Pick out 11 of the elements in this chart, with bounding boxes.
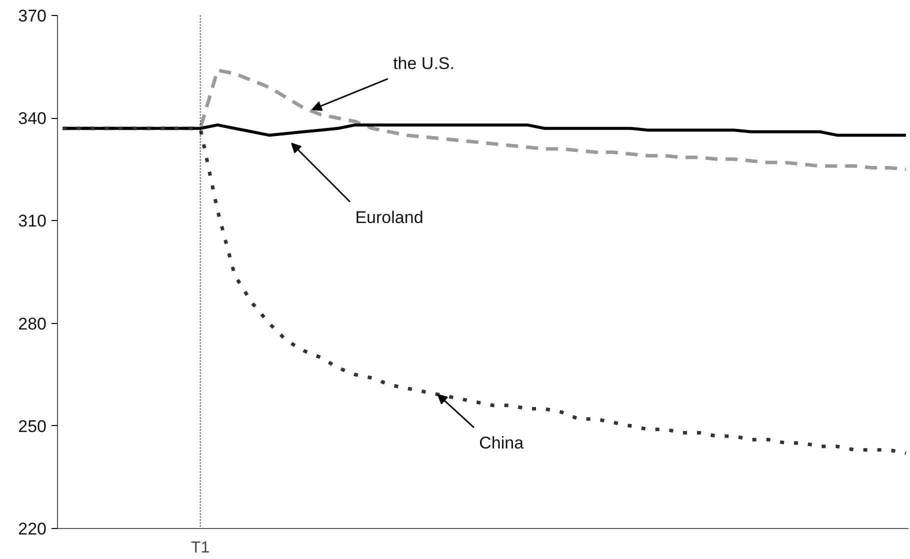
y-tick-label: 370 — [18, 6, 47, 26]
annotation: the U.S. — [393, 54, 455, 73]
y-tick-label: 250 — [18, 416, 47, 436]
x-tick-label: T1 — [191, 540, 210, 556]
y-tick-label: 280 — [18, 314, 47, 334]
y-tick-label: 310 — [18, 212, 47, 231]
annotation: Euroland — [355, 208, 424, 227]
annotation: China — [479, 434, 524, 452]
y-tick-label: 340 — [18, 109, 47, 128]
line-series — [60, 126, 908, 456]
y-tick-label: 220 — [18, 520, 47, 538]
